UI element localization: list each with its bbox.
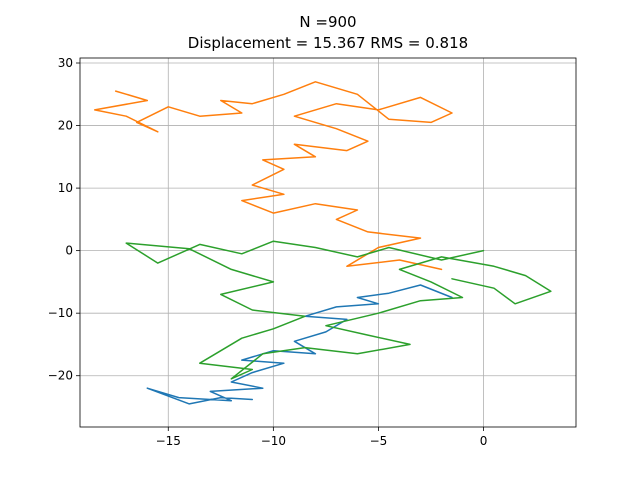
y-tick-label: −10 — [48, 306, 73, 320]
y-tick-label: 30 — [58, 56, 73, 70]
y-tick-label: −20 — [48, 369, 73, 383]
x-tick-label: 0 — [480, 434, 488, 448]
x-tick-label: −15 — [156, 434, 181, 448]
chart-title-line2: Displacement = 15.367 RMS = 0.818 — [188, 34, 468, 52]
y-axis: −20 −10 0 10 20 30 — [48, 56, 80, 383]
walk-series-3 — [125, 240, 552, 380]
plot-frame — [79, 57, 577, 428]
x-tick-label: −5 — [370, 434, 388, 448]
x-tick-label: −10 — [261, 434, 286, 448]
walk-series-2 — [93, 81, 453, 271]
y-tick-label: 0 — [65, 244, 73, 258]
chart-title-line1: N =900 — [299, 13, 356, 31]
y-tick-label: 10 — [58, 181, 73, 195]
y-tick-label: 20 — [58, 119, 73, 133]
walk-series-group — [93, 81, 552, 405]
x-axis: −15 −10 −5 0 — [156, 427, 488, 448]
walk-series-1 — [146, 284, 453, 405]
